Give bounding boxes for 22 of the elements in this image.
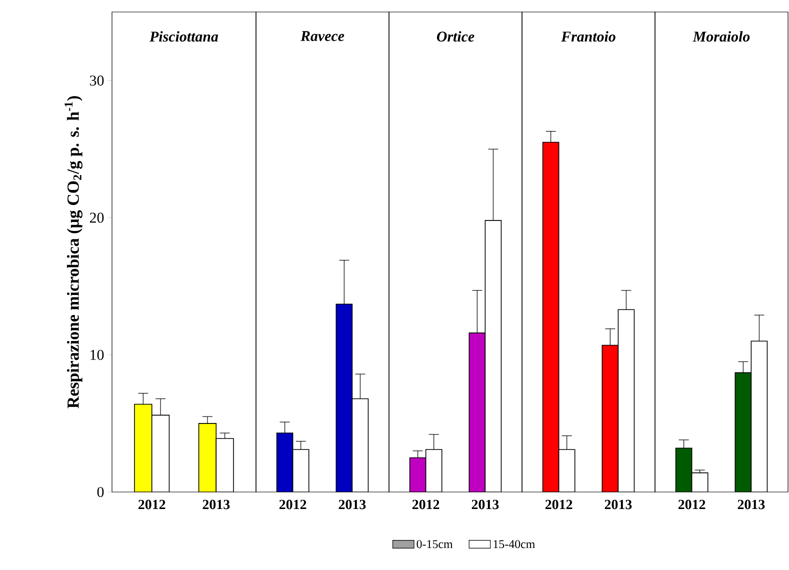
x-tick-label: 2012 bbox=[279, 500, 306, 510]
y-tick-label: 10 bbox=[90, 350, 104, 360]
x-tick-label: 2013 bbox=[472, 500, 499, 510]
x-tick-label: 2012 bbox=[138, 500, 166, 510]
x-tick-label: 2013 bbox=[604, 500, 632, 510]
x-tick-label: 2012 bbox=[545, 500, 572, 510]
y-axis-title: Respirazione microbica (µg CO$_{2}$/g p. s. h$^{-1}$) bbox=[64, 96, 82, 408]
text: Moraiolo bbox=[692, 31, 750, 42]
x-tick-label: 2012 bbox=[412, 500, 440, 510]
y-tick-label: 0 bbox=[97, 486, 104, 498]
text: Ravece bbox=[300, 31, 344, 42]
text: Ortice bbox=[436, 31, 474, 42]
text: 0-15cm bbox=[416, 540, 453, 548]
y-tick-label: 30 bbox=[90, 76, 104, 86]
text: 15-40cm bbox=[494, 540, 535, 548]
x-tick-label: 2013 bbox=[338, 500, 366, 510]
x-tick-label: 2012 bbox=[678, 500, 706, 510]
x-tick-label: 2013 bbox=[202, 500, 230, 510]
x-tick-label: 2013 bbox=[738, 500, 765, 510]
text: Frantoio bbox=[561, 31, 616, 42]
text: Pisciottana bbox=[150, 31, 218, 42]
y-tick-label: 20 bbox=[90, 212, 104, 223]
